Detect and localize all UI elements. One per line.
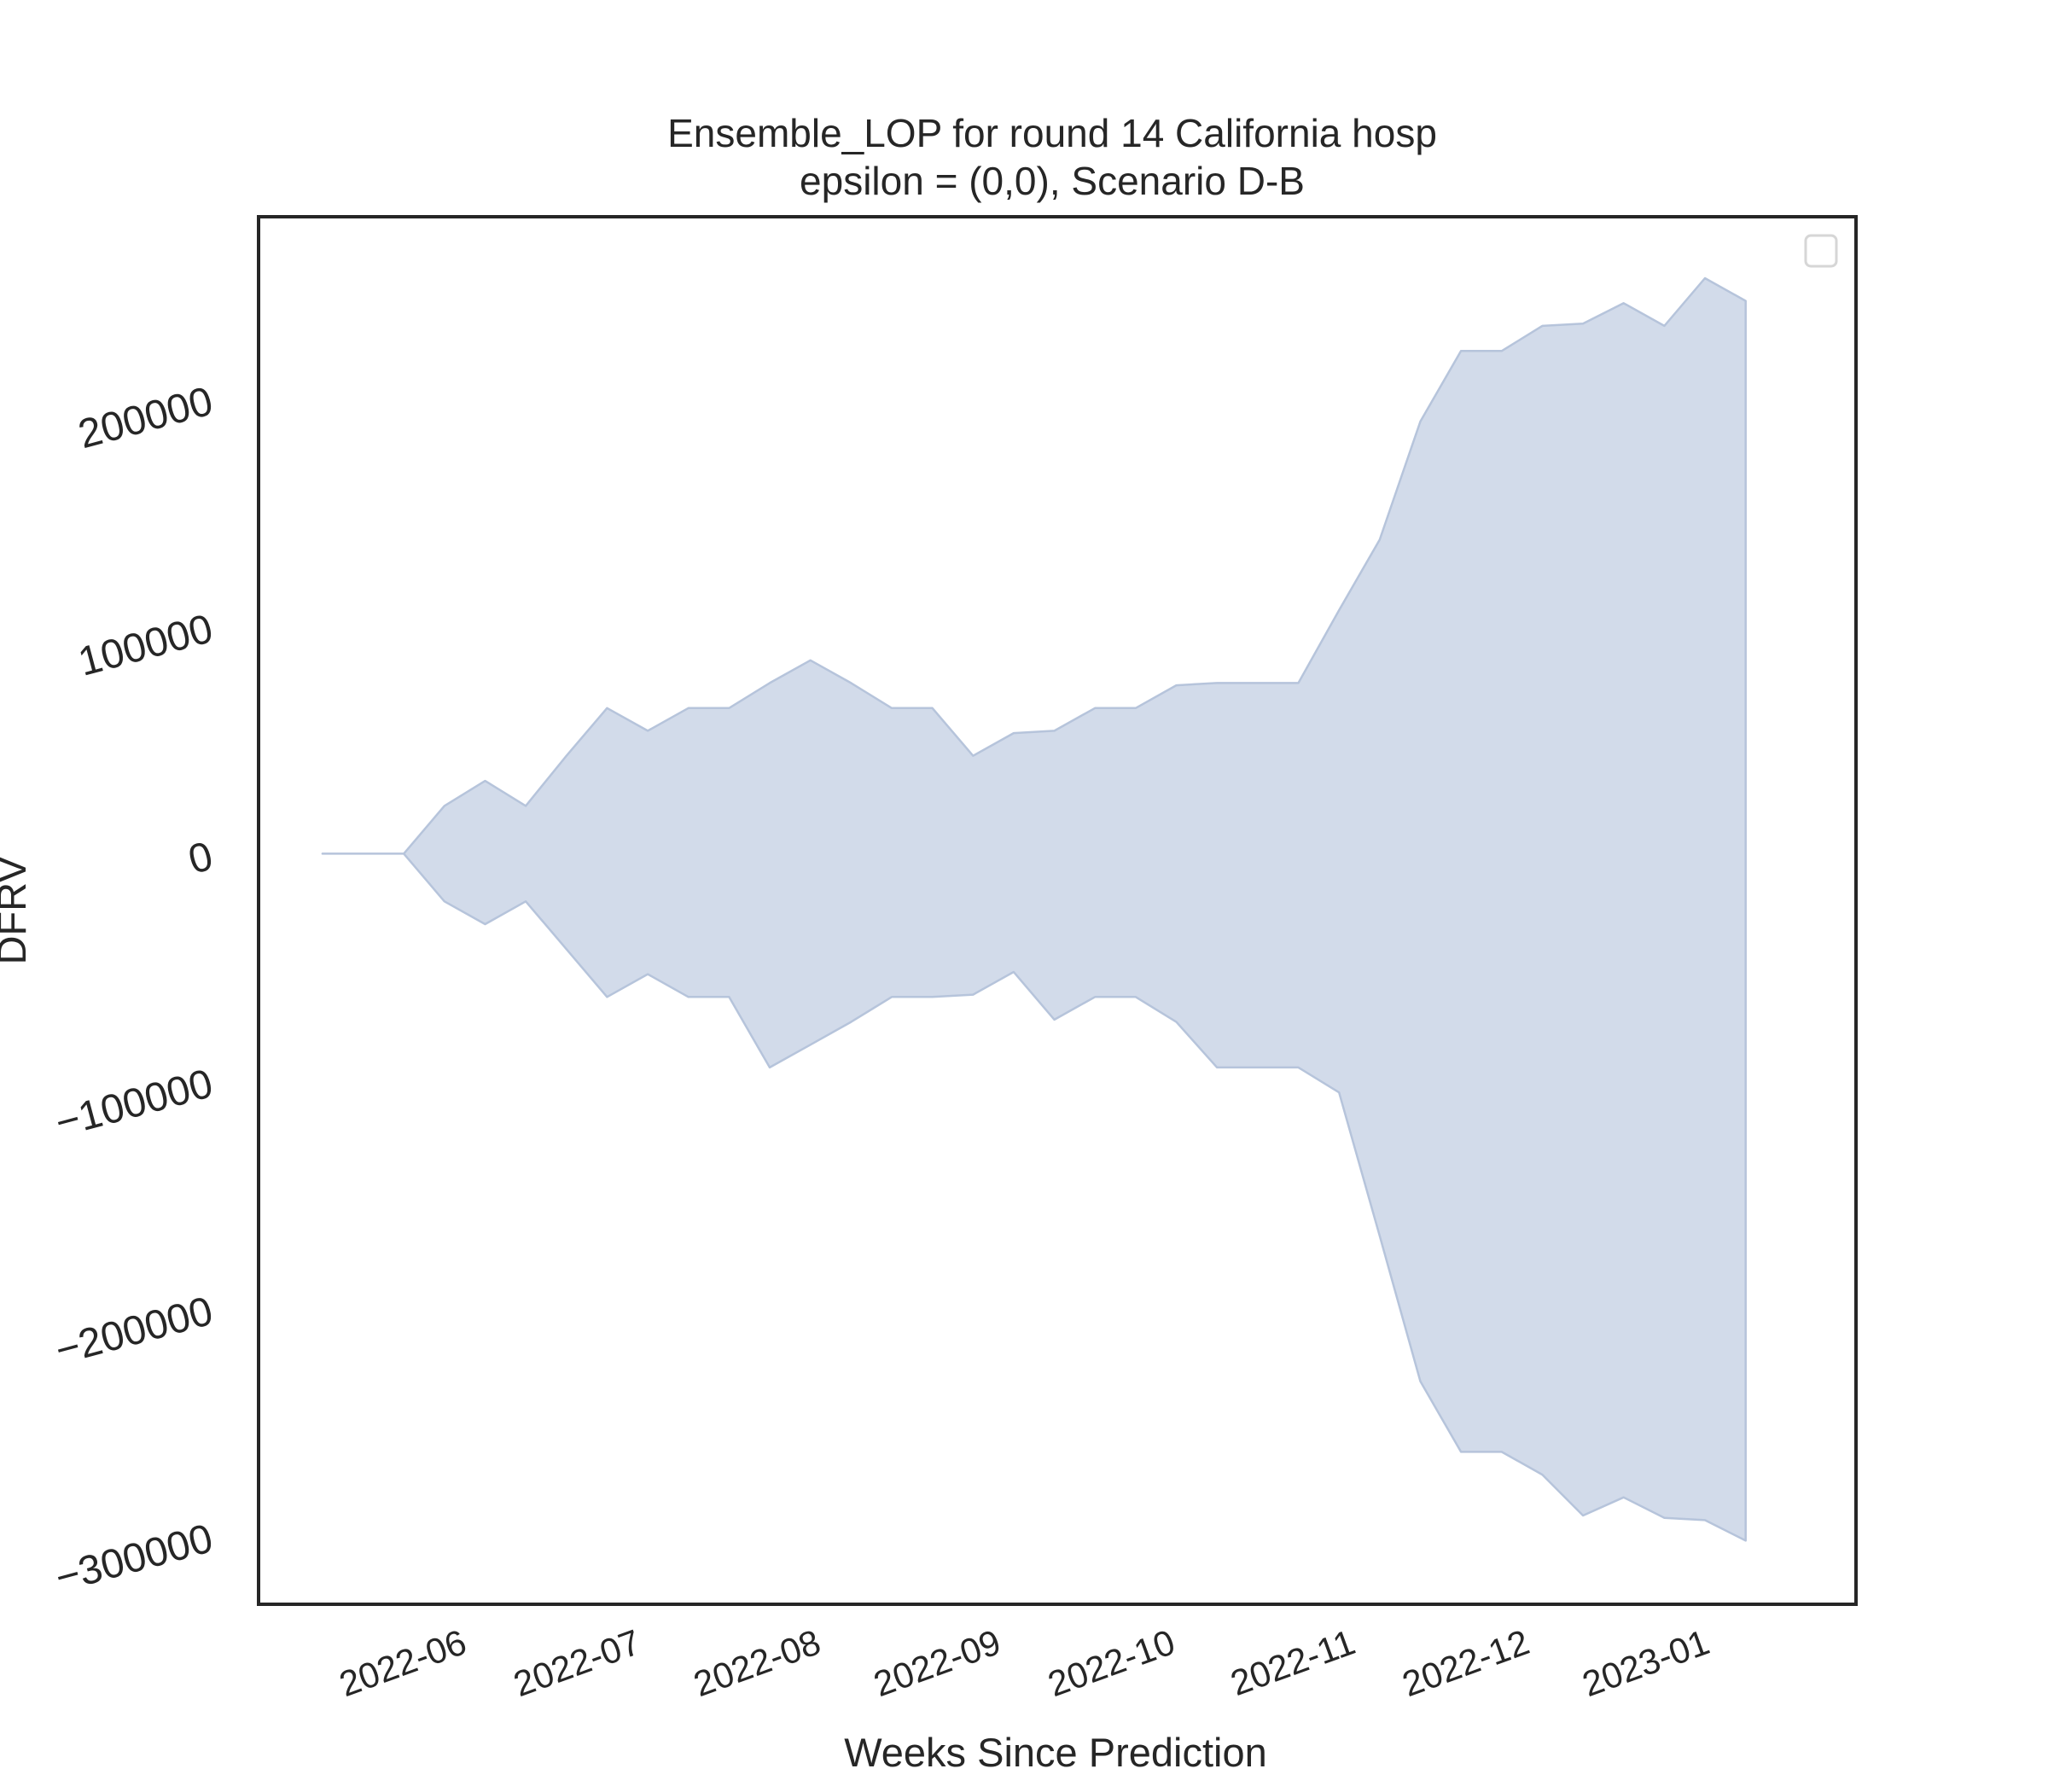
plot-area <box>321 276 1747 1542</box>
chart-subtitle: epsilon = (0,0), Scenario D-B <box>800 159 1305 203</box>
x-axis-ticks: 2022-06 2022-07 2022-08 2022-09 2022-10 2022-… <box>334 1621 1714 1704</box>
y-tick-label: −100000 <box>50 1061 218 1146</box>
y-tick-label: −300000 <box>50 1516 218 1601</box>
x-tick-label: 2023-01 <box>1577 1621 1714 1704</box>
chart-title: Ensemble_LOP for round 14 California hos… <box>667 111 1437 155</box>
y-tick-label: 0 <box>183 834 218 883</box>
plot-frame <box>257 215 1858 1606</box>
y-tick-label: 200000 <box>73 379 217 458</box>
y-tick-label: −200000 <box>50 1289 218 1374</box>
x-tick-label: 2022-08 <box>689 1621 826 1704</box>
band-area-series-0 <box>321 276 1747 1542</box>
x-tick-label: 2022-09 <box>869 1621 1006 1704</box>
x-tick-label: 2022-06 <box>334 1621 471 1704</box>
legend-box <box>1804 234 1838 268</box>
x-tick-label: 2022-12 <box>1397 1621 1534 1704</box>
x-tick-label: 2022-10 <box>1043 1621 1180 1704</box>
y-axis-ticks: 200000 100000 0 −100000 −200000 −300000 <box>50 379 218 1602</box>
y-axis-label: DFRV <box>0 856 34 965</box>
x-tick-label: 2022-07 <box>509 1621 646 1704</box>
x-tick-label: 2022-11 <box>1225 1621 1360 1703</box>
x-axis-label: Weeks Since Prediction <box>844 1730 1266 1775</box>
y-tick-label: 100000 <box>73 606 217 685</box>
